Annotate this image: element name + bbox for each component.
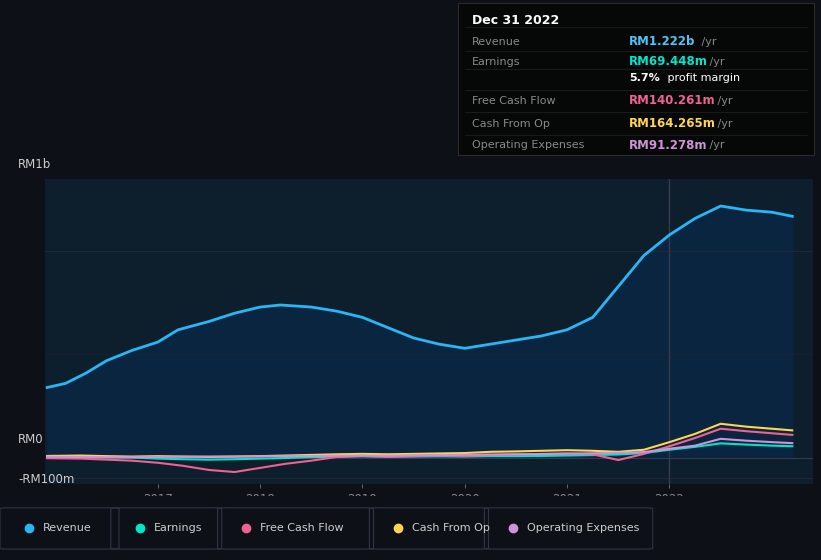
Text: 5.7%: 5.7% (629, 73, 659, 83)
Text: Operating Expenses: Operating Expenses (527, 523, 640, 533)
Text: RM1b: RM1b (18, 158, 51, 171)
Text: /yr: /yr (706, 141, 725, 151)
Text: /yr: /yr (714, 119, 732, 129)
Text: Dec 31 2022: Dec 31 2022 (472, 14, 560, 27)
Text: Revenue: Revenue (43, 523, 91, 533)
Text: Earnings: Earnings (472, 57, 521, 67)
Text: Revenue: Revenue (472, 37, 521, 47)
Text: /yr: /yr (714, 96, 732, 106)
Text: RM0: RM0 (18, 433, 44, 446)
Text: /yr: /yr (699, 37, 717, 47)
Text: RM140.261m: RM140.261m (629, 95, 715, 108)
Text: RM69.448m: RM69.448m (629, 55, 708, 68)
Text: Cash From Op: Cash From Op (412, 523, 490, 533)
Text: RM91.278m: RM91.278m (629, 139, 707, 152)
Text: Free Cash Flow: Free Cash Flow (260, 523, 344, 533)
Text: Operating Expenses: Operating Expenses (472, 141, 585, 151)
Text: profit margin: profit margin (664, 73, 741, 83)
Text: /yr: /yr (706, 57, 725, 67)
Text: Cash From Op: Cash From Op (472, 119, 550, 129)
Text: -RM100m: -RM100m (18, 473, 75, 486)
Text: Earnings: Earnings (154, 523, 202, 533)
Text: RM164.265m: RM164.265m (629, 117, 716, 130)
Text: Free Cash Flow: Free Cash Flow (472, 96, 556, 106)
Text: RM1.222b: RM1.222b (629, 35, 695, 48)
